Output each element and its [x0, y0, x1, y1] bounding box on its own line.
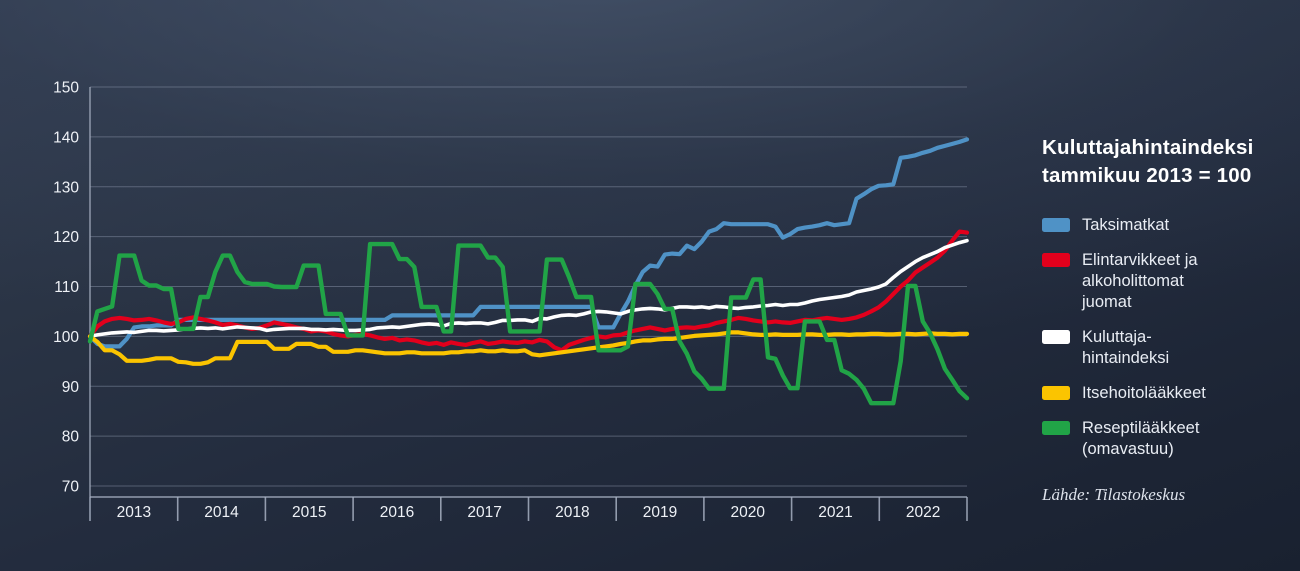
x-axis-label-2013: 2013 — [117, 504, 151, 521]
y-axis-label-140: 140 — [53, 129, 79, 146]
legend-item-0: Taksimatkat — [1042, 215, 1287, 236]
y-axis-label-130: 130 — [53, 179, 79, 196]
legend-item-4: Reseptilääkkeet (omavastuu) — [1042, 418, 1287, 460]
x-axis-label-2018: 2018 — [555, 504, 589, 521]
source-note: Lähde: Tilastokeskus — [1042, 485, 1186, 504]
y-axis-label-110: 110 — [54, 279, 79, 296]
legend-item-3: Itsehoitolääkkeet — [1042, 383, 1287, 404]
chart-title-line1: Kuluttajahintaindeksi — [1042, 136, 1254, 159]
x-axis-label-2020: 2020 — [731, 504, 766, 521]
legend-label-4: Reseptilääkkeet (omavastuu) — [1082, 419, 1200, 458]
chart-title-line2: tammikuu 2013 = 100 — [1042, 164, 1252, 187]
legend-swatch-2 — [1042, 330, 1070, 344]
legend-item-2: Kuluttaja-hintaindeksi — [1042, 327, 1287, 369]
legend-item-1: Elintarvikkeet ja alkoholittomat juomat — [1042, 250, 1287, 313]
x-axis-label-2017: 2017 — [467, 504, 501, 521]
y-axis-label-80: 80 — [62, 429, 80, 446]
legend-swatch-0 — [1042, 218, 1070, 232]
legend-swatch-3 — [1042, 386, 1070, 400]
y-axis-label-100: 100 — [53, 329, 79, 346]
series-line-3 — [87, 330, 970, 366]
y-axis-label-70: 70 — [62, 479, 80, 496]
y-axis-label-120: 120 — [53, 229, 79, 246]
legend-panel: Kuluttajahintaindeksi tammikuu 2013 = 10… — [1042, 134, 1287, 505]
x-axis-label-2022: 2022 — [906, 504, 940, 521]
legend-label-0: Taksimatkat — [1082, 216, 1170, 234]
series-line-2 — [88, 238, 969, 339]
legend-label-3: Itsehoitolääkkeet — [1082, 384, 1206, 402]
legend-swatch-1 — [1042, 253, 1070, 267]
chart-title: Kuluttajahintaindeksi tammikuu 2013 = 10… — [1042, 134, 1287, 190]
x-axis-label-2014: 2014 — [204, 504, 239, 521]
x-axis-label-2021: 2021 — [818, 504, 852, 521]
legend-swatch-4 — [1042, 421, 1070, 435]
series-line-0 — [87, 137, 970, 349]
legend-label-2: Kuluttaja-hintaindeksi — [1082, 328, 1170, 367]
y-axis-label-150: 150 — [53, 80, 79, 97]
series-line-4 — [87, 241, 970, 406]
x-axis-label-2015: 2015 — [292, 504, 326, 521]
x-axis-label-2016: 2016 — [380, 504, 414, 521]
series-line-1 — [87, 229, 970, 353]
legend: Taksimatkat Elintarvikkeet ja alkoholittom… — [1042, 215, 1287, 460]
x-axis-label-2019: 2019 — [643, 504, 677, 521]
legend-label-1: Elintarvikkeet ja alkoholittomat juomat — [1082, 251, 1198, 311]
y-axis-label-90: 90 — [62, 379, 80, 396]
